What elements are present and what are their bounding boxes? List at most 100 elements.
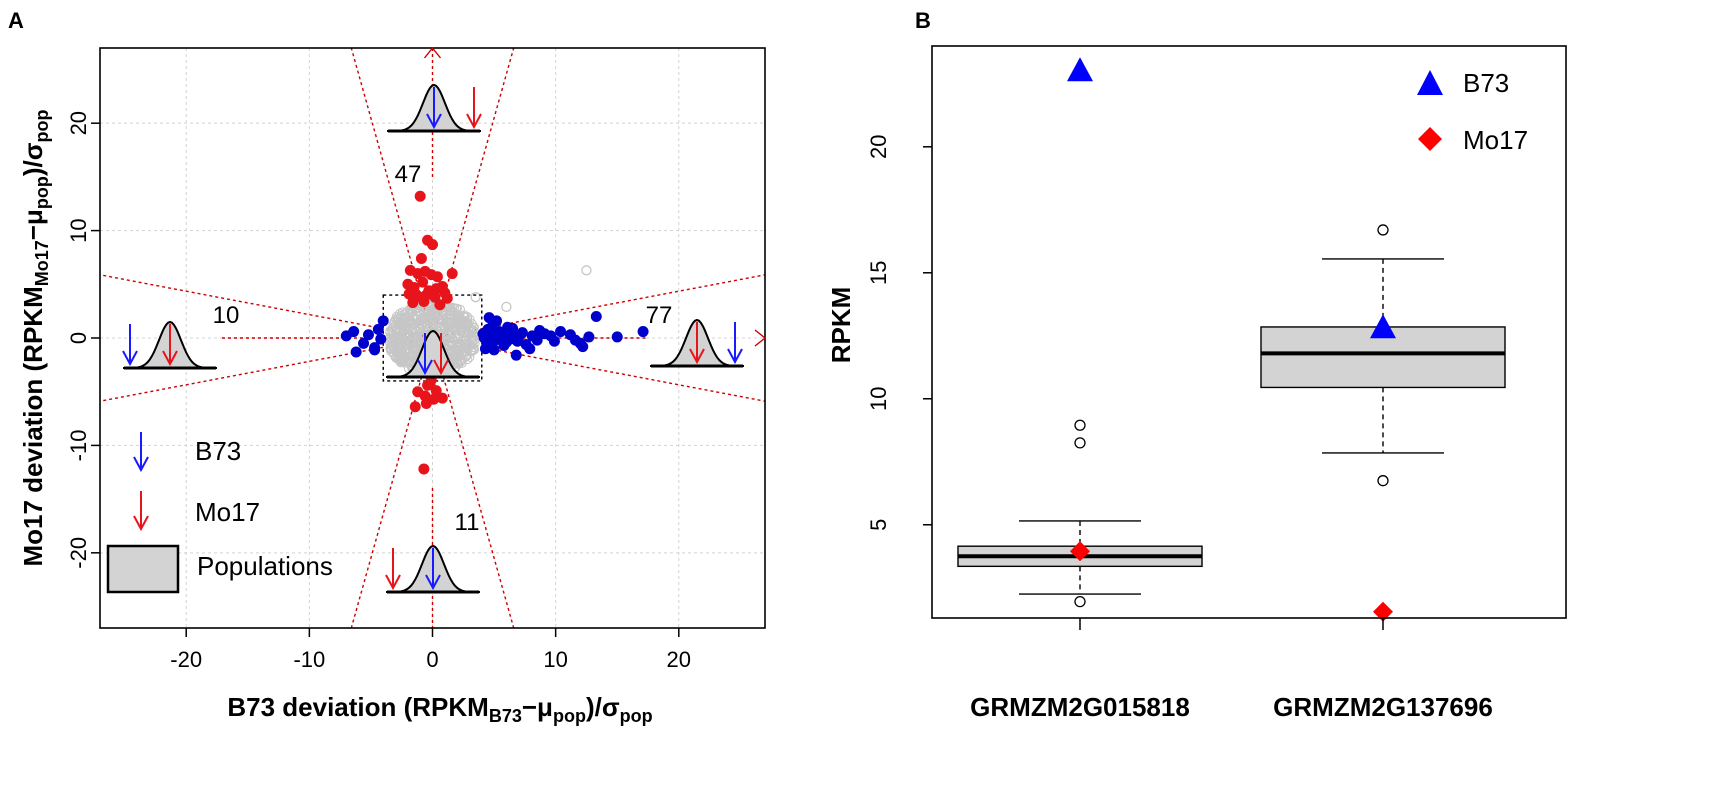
b73-extreme-point: [513, 331, 525, 343]
background-point: [396, 354, 406, 364]
mo17-extreme-point: [427, 239, 438, 251]
glyph-left: [122, 320, 217, 370]
axis-ticks-b: 5 10 15 20: [866, 135, 1384, 630]
background-point: [397, 353, 407, 364]
background-point: [417, 321, 427, 331]
mo17-extreme-point: [407, 297, 419, 309]
b73-triangle-marker: [1067, 57, 1093, 82]
wedge-line: [100, 274, 765, 402]
background-point: [391, 347, 402, 358]
legend-b73-triangle-icon: [1417, 70, 1443, 95]
y-axis-title-b: RPKM: [826, 287, 856, 364]
glyph-down: [385, 544, 480, 594]
mo17-extreme-point: [418, 463, 430, 475]
background-point: [440, 324, 451, 334]
background-point: [445, 310, 455, 320]
b73-extreme-point: [590, 311, 602, 323]
box-panel: 5 10 15 20 RPKM GRMZM2G015818 GRMZM2G137696…: [826, 45, 1567, 722]
background-point: [422, 313, 432, 323]
category-label-2: GRMZM2G137696: [1273, 692, 1493, 722]
b73-extreme-point: [524, 343, 536, 355]
mo17-extreme-point: [403, 288, 415, 300]
b73-extreme-point: [548, 335, 560, 347]
background-point: [446, 336, 456, 346]
b73-extreme-point: [478, 332, 490, 344]
background-point: [385, 337, 395, 348]
genotype-markers: [1067, 57, 1396, 622]
mo17-extreme-point: [420, 398, 432, 410]
background-point: [427, 307, 438, 318]
mo17-arrow-icon: [433, 333, 449, 376]
arrow-head: [133, 456, 149, 473]
mo17-extreme-point: [446, 268, 458, 280]
axis-ticks-a: -20 -10 0 10 20 -20 -10 0 10 20: [66, 111, 691, 672]
background-point: [401, 313, 412, 323]
background-point: [434, 314, 444, 324]
legend-b: B73 Mo17: [1417, 68, 1528, 155]
legend-b-b73-label: B73: [1463, 68, 1509, 98]
background-point: [467, 319, 477, 329]
background-point: [446, 340, 457, 351]
y-axis-title-a: Mo17 deviation (RPKMMo17−μpop)/σpop: [18, 109, 52, 566]
b73-arrow-icon: [417, 333, 433, 376]
legend-mo17-arrow-icon: [133, 491, 149, 532]
mo17-extreme-point: [414, 190, 426, 202]
background-point: [404, 346, 415, 356]
y-tick-label: -20: [66, 537, 91, 569]
glyph-up: [387, 83, 482, 133]
boxplot: [1260, 224, 1506, 487]
background-point: [466, 324, 476, 334]
mo17-diamond-marker: [1373, 601, 1393, 622]
background-point: [501, 301, 512, 313]
background-point: [460, 312, 470, 322]
background-point: [415, 314, 425, 325]
background-point: [466, 345, 476, 356]
count-down: 11: [455, 509, 480, 536]
b73-triangle-marker: [1370, 314, 1396, 339]
b73-extreme-point: [611, 331, 623, 343]
background-point: [407, 349, 417, 359]
background-point: [388, 347, 398, 357]
b73-extreme-point: [555, 326, 567, 338]
legend-arrow: [133, 432, 149, 473]
background-point: [388, 320, 398, 330]
scatter-panel: -20 -10 0 10 20 -20 -10 0 10 20 47 10 77 11 B73 M…: [18, 46, 767, 726]
b73-extreme-point: [372, 323, 384, 335]
mo17-extreme-point: [431, 271, 443, 283]
boxplots: [957, 224, 1506, 608]
b73-extreme-point: [502, 321, 514, 333]
b73-extreme-point: [500, 336, 512, 348]
mo17-arrow-icon: [689, 322, 705, 365]
category-label-1: GRMZM2G015818: [970, 692, 1190, 722]
background-point: [397, 347, 408, 358]
b73-extreme-point: [491, 315, 503, 327]
y-tick-label: -10: [66, 430, 91, 462]
extreme-points: [340, 190, 649, 475]
plot-frame-b: [931, 45, 1567, 619]
arrow-head: [727, 348, 743, 365]
b73-extreme-point: [583, 331, 595, 343]
legend-arrow: [133, 491, 149, 532]
b73-extreme-point: [574, 337, 586, 349]
b73-extreme-point: [350, 346, 362, 358]
mo17-diamond-marker: [1070, 541, 1090, 562]
mo17-extreme-point: [434, 299, 446, 311]
mo17-extreme-point: [436, 392, 448, 404]
legend-mo17-label: Mo17: [195, 497, 260, 527]
b73-arrow-icon: [426, 87, 442, 130]
x-axis-title-a: B73 deviation (RPKMB73−μpop)/σpop: [227, 692, 652, 726]
background-point: [428, 314, 438, 325]
legend-a: B73 Mo17 Populations: [106, 432, 333, 594]
up-arrow-icon: [423, 46, 442, 59]
background-point: [450, 348, 460, 358]
b73-extreme-point: [348, 326, 360, 338]
b73-arrow-icon: [727, 322, 743, 365]
background-point: [453, 316, 464, 326]
arrow-head: [122, 350, 138, 367]
arrow-head: [433, 359, 449, 376]
b73-extreme-point: [369, 344, 381, 356]
background-point: [581, 265, 592, 276]
b73-extreme-point: [362, 329, 374, 341]
legend-mo17-diamond-icon: [1418, 127, 1442, 151]
background-point: [399, 317, 409, 328]
